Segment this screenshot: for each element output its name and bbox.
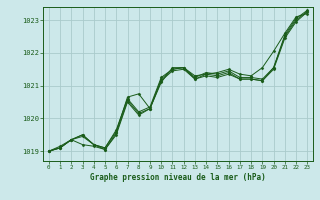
X-axis label: Graphe pression niveau de la mer (hPa): Graphe pression niveau de la mer (hPa) [90, 173, 266, 182]
